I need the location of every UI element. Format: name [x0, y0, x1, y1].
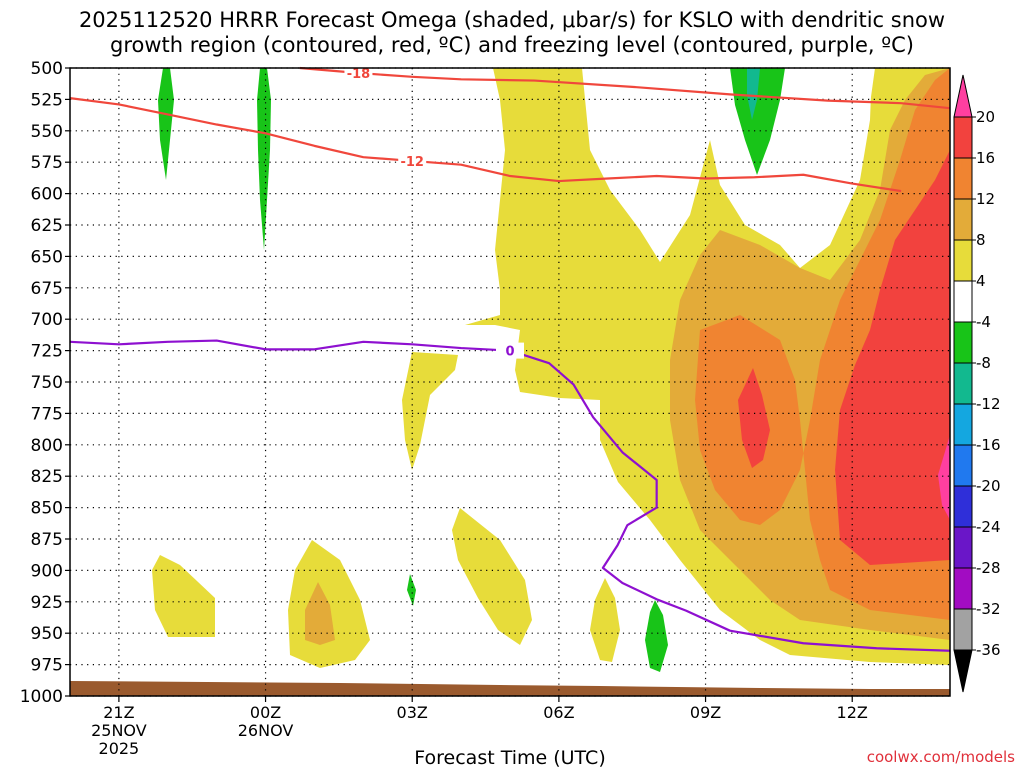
- colorbar-label: -20: [976, 477, 1001, 495]
- surface-terrain: [70, 681, 950, 696]
- chart-title-line-1: 2025112520 HRRR Forecast Omega (shaded, …: [78, 8, 946, 32]
- contour-line-freezing-level: [69, 339, 951, 652]
- chart-title-line-2: growth region (contoured, red, ºC) and f…: [110, 33, 914, 57]
- omega-shade-magenta-core: [938, 435, 950, 520]
- omega-shade-yellow-blob-3: [152, 555, 215, 637]
- colorbar-label: -16: [976, 436, 1001, 454]
- y-tick-label: 900: [31, 561, 63, 581]
- x-tick-label: 12Z: [837, 703, 868, 722]
- colorbar-bin: [953, 198, 973, 241]
- y-tick-label: 975: [31, 656, 63, 676]
- contour-line-dgz-minus-18: [299, 66, 951, 110]
- colorbar-label: 12: [976, 190, 995, 208]
- colorbar-label: -8: [976, 354, 991, 372]
- x-tick-label: 03Z: [397, 703, 428, 722]
- colorbar-label: -36: [976, 641, 1001, 659]
- omega-shade-white-gap-1: [582, 68, 872, 268]
- credit-text: coolwx.com/models: [867, 748, 1015, 766]
- y-tick-label: 1000: [20, 687, 63, 707]
- contour-label-bg: [344, 65, 373, 82]
- y-tick-label: 825: [31, 467, 63, 487]
- colorbar-label: -32: [976, 600, 1001, 618]
- y-tick-label: 800: [31, 436, 63, 456]
- y-tick-label: 625: [31, 216, 63, 236]
- y-tick-label: 600: [31, 185, 63, 205]
- omega-shade-red-core-center: [738, 368, 770, 468]
- omega-shade-yellow-blob-2: [452, 508, 532, 645]
- colorbar-bin: [953, 608, 973, 651]
- colorbar-label: 20: [976, 108, 995, 126]
- y-tick-label: 775: [31, 404, 63, 424]
- colorbar-label: -28: [976, 559, 1001, 577]
- colorbar-bin: [953, 321, 973, 364]
- colorbar-bin: [953, 485, 973, 528]
- contour-label-bg: [398, 152, 427, 169]
- y-tick-label: 925: [31, 593, 63, 613]
- y-tick-label: 700: [31, 310, 63, 330]
- y-tick-label: 675: [31, 279, 63, 299]
- contour-label: -18: [347, 67, 371, 82]
- y-tick-label: 550: [31, 122, 63, 142]
- colorbar-label: 8: [976, 231, 986, 249]
- contour-label-bg: [496, 342, 524, 359]
- omega-shade-gold-blob-4: [305, 582, 335, 645]
- colorbar-bin: [953, 116, 973, 159]
- colorbar-label: -4: [976, 313, 991, 331]
- omega-shade-green-4: [645, 600, 668, 672]
- gridlines: [70, 67, 950, 697]
- colorbar-bin: [953, 649, 973, 693]
- omega-shade-yellow-blob-5: [590, 578, 620, 662]
- colorbar-bin: [953, 280, 973, 323]
- omega-shade-red-core-east: [835, 150, 950, 565]
- colorbar-bin: [953, 362, 973, 405]
- x-tick-date: 26NOV: [238, 721, 294, 740]
- colorbar-bin: [953, 239, 973, 282]
- contour-label: -12: [400, 155, 424, 170]
- x-axis-title: Forecast Time (UTC): [414, 747, 605, 768]
- omega-shade-yellow-blob-1: [402, 352, 458, 470]
- omega-shade-green-3: [407, 574, 416, 606]
- omega-shade-green-1: [158, 68, 174, 180]
- colorbar-bin: [953, 526, 973, 569]
- y-axis: 500 525 550 575 600 625 650 675 700 725 750 775 800 8…: [20, 59, 70, 707]
- contour-line-dgz-minus-12: [69, 97, 902, 193]
- y-tick-label: 750: [31, 373, 63, 393]
- y-tick-label: 525: [31, 90, 63, 110]
- colorbar-label: 16: [976, 149, 995, 167]
- colorbar-bin: [953, 567, 973, 610]
- x-tick-date: 25NOV: [91, 721, 147, 740]
- x-tick-year: 2025: [99, 739, 140, 758]
- colorbar-label: 4: [976, 272, 986, 290]
- y-tick-label: 725: [31, 342, 63, 362]
- chart-title: 2025112520 HRRR Forecast Omega (shaded, …: [0, 8, 1024, 58]
- x-tick-label: 09Z: [690, 703, 721, 722]
- x-tick-label: 21Z: [103, 703, 134, 722]
- x-tick-label: 06Z: [543, 703, 574, 722]
- y-tick-label: 875: [31, 530, 63, 550]
- omega-shade-teal-5: [747, 68, 760, 120]
- colorbar-bin: [953, 444, 973, 487]
- omega-shading: [152, 68, 950, 672]
- y-tick-label: 850: [31, 499, 63, 519]
- omega-shade-green-2: [257, 68, 271, 250]
- y-tick-label: 650: [31, 247, 63, 267]
- omega-shade-white-gap-2: [850, 68, 875, 140]
- colorbar-bin: [953, 157, 973, 200]
- y-tick-label: 575: [31, 153, 63, 173]
- contour-label: 0: [505, 345, 514, 360]
- colorbar-label: -24: [976, 518, 1001, 536]
- colorbar-label: -12: [976, 395, 1001, 413]
- colorbar: 20 16 12 8 4 -4 -8 -12 -16 -20 -24 -28 -32 -36: [953, 74, 1001, 693]
- contour-lines: -18 -12 0: [69, 65, 951, 652]
- y-tick-label: 500: [31, 59, 63, 79]
- y-tick-label: 950: [31, 624, 63, 644]
- colorbar-bin: [953, 74, 973, 118]
- colorbar-bin: [953, 403, 973, 446]
- x-tick-label: 00Z: [250, 703, 281, 722]
